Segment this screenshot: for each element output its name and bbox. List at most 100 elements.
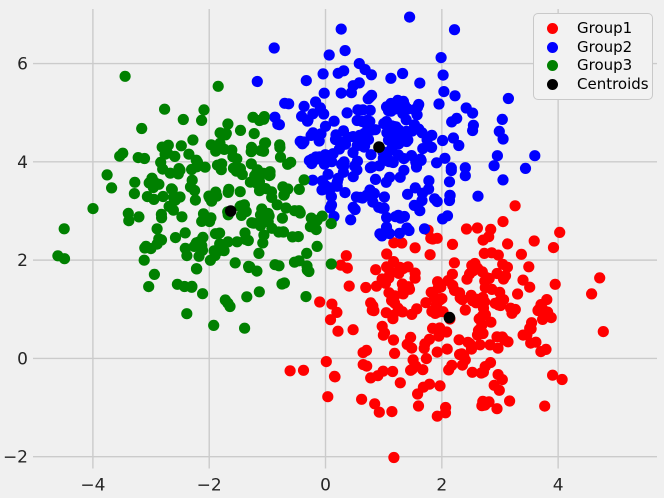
scatter-point-group1 [412, 400, 425, 412]
scatter-point-group3 [151, 223, 163, 235]
scatter-point-group2 [306, 153, 318, 165]
scatter-point-group2 [380, 221, 393, 233]
scatter-point-group1 [357, 347, 369, 359]
scatter-point-group1 [540, 343, 552, 355]
scatter-point-group2 [429, 193, 441, 205]
scatter-point-group3 [311, 214, 323, 226]
centroid-point-2 [373, 141, 385, 153]
scatter-point-group3 [298, 174, 310, 186]
scatter-point-group2 [467, 107, 479, 119]
scatter-point-group2 [268, 42, 280, 54]
scatter-point-group1 [431, 410, 443, 422]
legend-label-group1: Group1 [577, 18, 633, 37]
scatter-point-group1 [530, 336, 542, 348]
scatter-point-group1 [524, 281, 536, 293]
scatter-point-group2 [307, 174, 319, 186]
scatter-point-group1 [370, 264, 382, 276]
scatter-point-group1 [420, 353, 432, 365]
scatter-point-group3 [258, 111, 270, 123]
scatter-point-group1 [460, 223, 473, 235]
scatter-point-group3 [165, 183, 178, 195]
scatter-point-group1 [488, 379, 500, 391]
scatter-point-group1 [386, 294, 398, 307]
scatter-point-group3 [159, 103, 171, 115]
scatter-point-group1 [424, 249, 436, 261]
scatter-point-group3 [205, 139, 217, 151]
scatter-point-group1 [381, 248, 393, 260]
scatter-point-group2 [438, 86, 450, 98]
scatter-point-group2 [335, 23, 347, 35]
scatter-point-group1 [389, 347, 401, 359]
scatter-point-group2 [272, 118, 284, 130]
scatter-point-group3 [277, 226, 290, 238]
scatter-point-group1 [412, 388, 424, 400]
scatter-point-group2 [496, 113, 508, 125]
scatter-point-group1 [525, 323, 537, 335]
scatter-point-group1 [554, 226, 566, 238]
scatter-point-group3 [231, 236, 243, 248]
scatter-point-group3 [300, 291, 312, 303]
scatter-point-group2 [354, 129, 366, 141]
scatter-point-group1 [396, 237, 408, 249]
scatter-point-group2 [342, 131, 354, 143]
y-tick-label-4: 4 [17, 153, 28, 173]
scatter-point-group3 [286, 231, 299, 243]
scatter-point-group3 [119, 70, 131, 82]
scatter-point-group2 [426, 129, 438, 141]
scatter-point-group3 [209, 250, 221, 262]
scatter-point-group2 [316, 175, 328, 187]
scatter-point-group2 [333, 143, 345, 155]
scatter-point-group2 [319, 149, 331, 161]
scatter-point-group3 [303, 265, 315, 278]
scatter-point-group1 [446, 238, 459, 250]
scatter-point-group3 [282, 158, 294, 170]
scatter-point-group1 [347, 324, 359, 336]
scatter-point-group2 [437, 213, 449, 225]
scatter-point-group1 [440, 401, 452, 414]
scatter-point-group3 [222, 118, 234, 130]
scatter-point-group2 [491, 150, 503, 162]
scatter-point-group3 [276, 278, 288, 290]
scatter-point-group3 [241, 291, 253, 303]
x-tick-label--2: −2 [197, 476, 222, 496]
legend-label-group3: Group3 [577, 56, 633, 75]
scatter-point-group1 [497, 216, 509, 228]
scatter-point-group1 [405, 331, 417, 343]
scatter-point-group1 [410, 360, 422, 372]
scatter-point-group2 [467, 119, 479, 131]
scatter-point-group1 [454, 348, 466, 361]
scatter-point-group3 [231, 153, 243, 165]
scatter-point-group2 [426, 141, 438, 153]
scatter-point-group1 [387, 313, 399, 325]
scatter-point-group1 [409, 242, 421, 254]
scatter-point-group1 [454, 292, 466, 304]
scatter-point-group2 [345, 214, 357, 226]
scatter-point-group3 [148, 268, 160, 280]
scatter-point-group2 [364, 91, 376, 103]
scatter-point-group1 [297, 364, 310, 376]
scatter-point-group2 [385, 72, 397, 84]
legend-marker-group3-icon [547, 60, 558, 72]
scatter-point-group2 [338, 65, 350, 77]
scatter-point-group2 [324, 202, 336, 214]
scatter-point-group2 [502, 92, 514, 105]
scatter-point-group1 [466, 366, 478, 378]
scatter-point-group2 [328, 115, 340, 127]
scatter-point-group2 [296, 110, 308, 122]
scatter-point-group2 [404, 11, 416, 23]
scatter-point-group3 [211, 159, 224, 171]
scatter-point-group2 [443, 176, 456, 188]
scatter-point-group3 [274, 151, 287, 163]
scatter-point-group1 [340, 250, 352, 262]
scatter-point-group3 [193, 250, 205, 262]
scatter-point-group2 [384, 171, 396, 183]
scatter-point-group3 [197, 231, 209, 243]
scatter-point-group1 [322, 391, 334, 403]
scatter-point-group1 [491, 403, 503, 415]
scatter-point-group3 [176, 211, 188, 223]
scatter-point-group2 [497, 174, 509, 186]
scatter-point-group3 [273, 260, 285, 272]
scatter-point-group1 [491, 267, 503, 280]
scatter-point-group1 [459, 304, 471, 316]
